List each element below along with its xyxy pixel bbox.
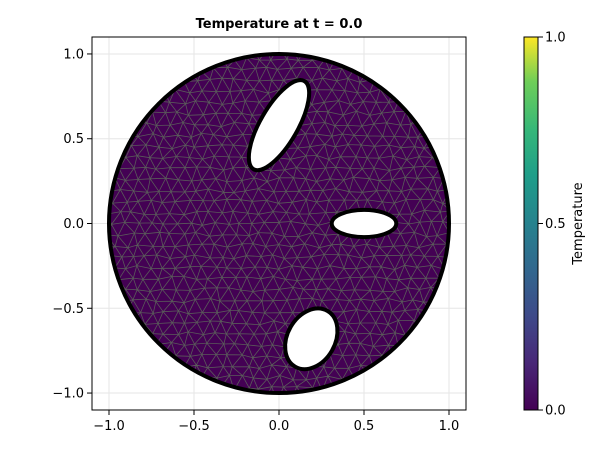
x-axis: −1.0 −0.5 0.0 0.5 1.0 — [93, 410, 459, 434]
temperature-field — [107, 51, 451, 396]
y-tick-label: 1.0 — [63, 47, 84, 62]
y-axis: −1.0 −0.5 0.0 0.5 1.0 — [52, 47, 92, 402]
field-disk — [109, 53, 449, 394]
x-tick-label: 0.5 — [354, 419, 375, 434]
y-tick-label: −1.0 — [52, 387, 84, 402]
y-tick-label: 0.0 — [63, 217, 84, 232]
domain-holes — [246, 78, 399, 372]
hole — [329, 207, 399, 240]
colorbar-label: Temperature — [571, 182, 586, 265]
hole — [283, 306, 340, 372]
x-tick-label: −0.5 — [178, 419, 210, 434]
colorbar-tick-label: 1.0 — [545, 31, 566, 46]
hole — [246, 78, 312, 173]
x-tick-label: −1.0 — [93, 419, 125, 434]
colorbar — [523, 36, 539, 411]
x-tick-label: 1.0 — [439, 419, 460, 434]
x-tick-label: 0.0 — [269, 419, 290, 434]
y-tick-label: −0.5 — [52, 302, 84, 317]
y-tick-label: 0.5 — [63, 132, 84, 147]
colorbar-axis: 0.0 0.5 1.0 — [538, 31, 566, 419]
colorbar-tick-label: 0.5 — [545, 217, 566, 232]
outer-boundary — [107, 51, 451, 396]
colorbar-tick-label: 0.0 — [545, 404, 566, 419]
chart-title: Temperature at t = 0.0 — [196, 17, 363, 32]
